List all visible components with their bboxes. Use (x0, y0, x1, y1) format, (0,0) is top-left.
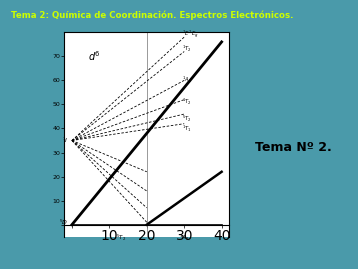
Text: $^1I$: $^1I$ (62, 136, 68, 145)
Text: $^1E\,^1E_g$: $^1E\,^1E_g$ (182, 29, 199, 40)
Text: $^5T_2$: $^5T_2$ (116, 233, 126, 243)
Text: $^1T_2$: $^1T_2$ (182, 44, 192, 54)
Text: $d^6$: $d^6$ (88, 49, 101, 63)
Text: $^1T_2$: $^1T_2$ (182, 97, 192, 107)
Text: $^1T_1$: $^1T_1$ (182, 123, 192, 134)
Text: Tema Nº 2.: Tema Nº 2. (255, 141, 332, 154)
Text: $^1A_1$: $^1A_1$ (179, 233, 189, 243)
Text: $^5D$: $^5D$ (59, 218, 68, 227)
Text: $^5T_2$: $^5T_2$ (182, 114, 192, 124)
Text: $^1A_2$: $^1A_2$ (182, 75, 193, 86)
Text: Tema 2: Química de Coordinación. Espectros Electrónicos.: Tema 2: Química de Coordinación. Espectr… (11, 11, 293, 20)
